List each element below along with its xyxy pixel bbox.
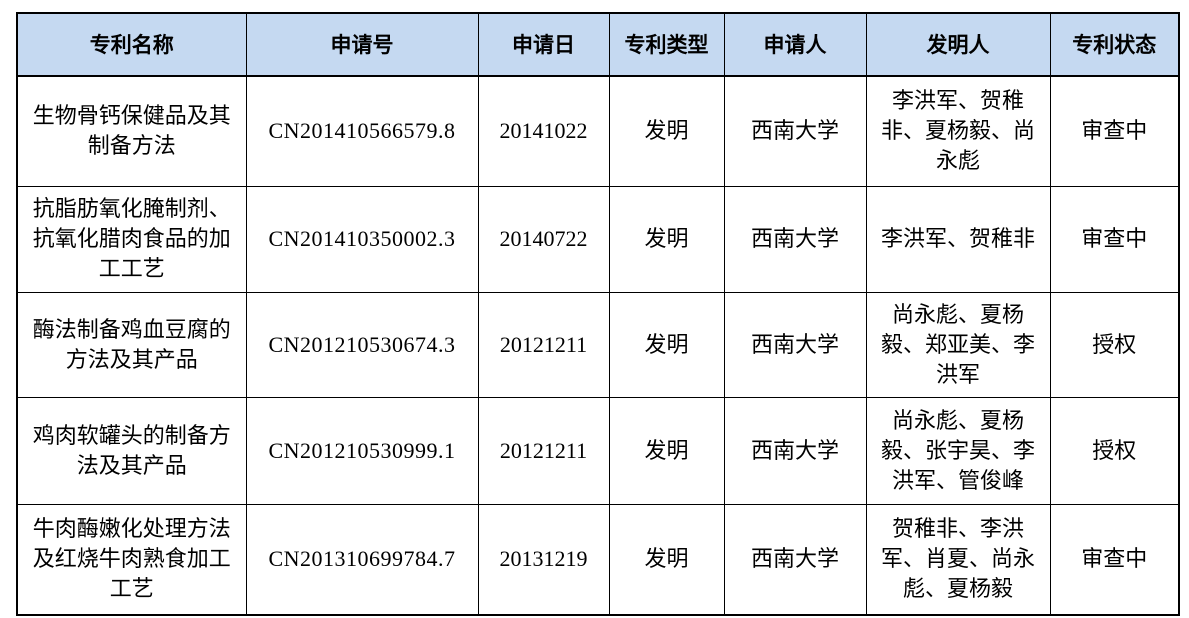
cell-status: 授权 [1049, 291, 1180, 398]
cell-inventors: 尚永彪、夏杨毅、郑亚美、李洪军 [865, 291, 1051, 398]
cell-name: 鸡肉软罐头的制备方法及其产品 [16, 396, 247, 505]
cell-app_no: CN201410350002.3 [245, 185, 479, 293]
cell-app_date: 20121211 [477, 291, 610, 398]
column-header-patent-type: 专利类型 [608, 12, 725, 77]
cell-type: 发明 [608, 291, 725, 398]
table-row: 生物骨钙保健品及其制备方法 CN201410566579.8 20141022 发明西… [16, 75, 1180, 187]
cell-status: 审查中 [1049, 185, 1180, 293]
cell-type: 发明 [608, 75, 725, 187]
cell-inventors: 尚永彪、夏杨毅、张宇昊、李洪军、管俊峰 [865, 396, 1051, 505]
cell-applicant: 西南大学 [723, 75, 867, 187]
table-row: 鸡肉软罐头的制备方法及其产品 CN201210530999.1 20121211 发明… [16, 396, 1180, 505]
cell-type: 发明 [608, 185, 725, 293]
cell-type: 发明 [608, 503, 725, 616]
patents-table: 专利名称 申请号 申请日 专利类型 申请人 发明人 专利状态 生物骨钙保健品及其… [16, 12, 1180, 616]
column-header-patent-name: 专利名称 [16, 12, 247, 77]
cell-status: 审查中 [1049, 503, 1180, 616]
cell-name: 抗脂肪氧化腌制剂、抗氧化腊肉食品的加工工艺 [16, 185, 247, 293]
column-header-application-no: 申请号 [245, 12, 479, 77]
cell-app_date: 20140722 [477, 185, 610, 293]
cell-type: 发明 [608, 396, 725, 505]
table-row: 抗脂肪氧化腌制剂、抗氧化腊肉食品的加工工艺 CN201410350002.3 201… [16, 185, 1180, 293]
column-header-inventors: 发明人 [865, 12, 1051, 77]
cell-app_no: CN201310699784.7 [245, 503, 479, 616]
cell-status: 审查中 [1049, 75, 1180, 187]
cell-name: 牛肉酶嫩化处理方法及红烧牛肉熟食加工工艺 [16, 503, 247, 616]
cell-app_no: CN201410566579.8 [245, 75, 479, 187]
cell-applicant: 西南大学 [723, 291, 867, 398]
cell-app_date: 20131219 [477, 503, 610, 616]
column-header-patent-status: 专利状态 [1049, 12, 1180, 77]
table-row: 酶法制备鸡血豆腐的方法及其产品 CN201210530674.3 20121211 发… [16, 291, 1180, 398]
column-header-applicant: 申请人 [723, 12, 867, 77]
cell-applicant: 西南大学 [723, 503, 867, 616]
header-row: 专利名称 申请号 申请日 专利类型 申请人 发明人 专利状态 [16, 12, 1180, 77]
cell-app_no: CN201210530999.1 [245, 396, 479, 505]
cell-inventors: 李洪军、贺稚非、夏杨毅、尚永彪 [865, 75, 1051, 187]
cell-inventors: 李洪军、贺稚非 [865, 185, 1051, 293]
table-body: 生物骨钙保健品及其制备方法 CN201410566579.8 20141022 发明西… [16, 75, 1180, 616]
cell-name: 生物骨钙保健品及其制备方法 [16, 75, 247, 187]
cell-name: 酶法制备鸡血豆腐的方法及其产品 [16, 291, 247, 398]
cell-app_date: 20121211 [477, 396, 610, 505]
cell-status: 授权 [1049, 396, 1180, 505]
cell-app_date: 20141022 [477, 75, 610, 187]
cell-app_no: CN201210530674.3 [245, 291, 479, 398]
column-header-application-date: 申请日 [477, 12, 610, 77]
cell-inventors: 贺稚非、李洪军、肖夏、尚永彪、夏杨毅 [865, 503, 1051, 616]
cell-applicant: 西南大学 [723, 185, 867, 293]
cell-applicant: 西南大学 [723, 396, 867, 505]
table-row: 牛肉酶嫩化处理方法及红烧牛肉熟食加工工艺 CN201310699784.7 2013… [16, 503, 1180, 616]
